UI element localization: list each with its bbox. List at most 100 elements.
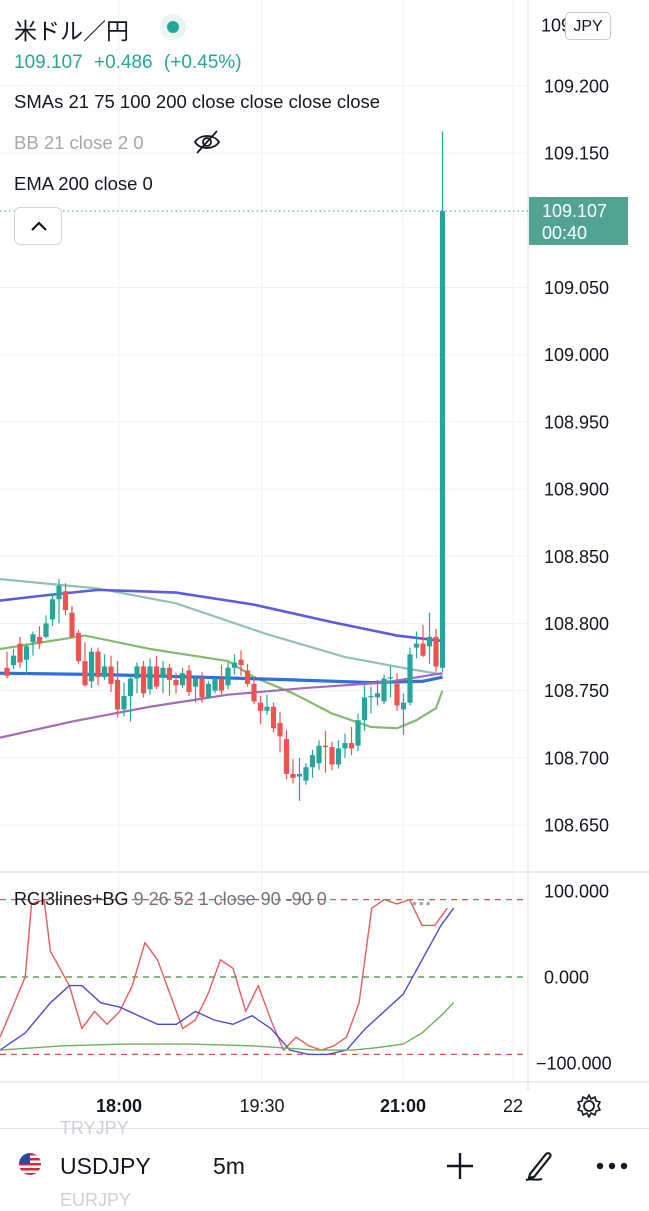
candle-body (121, 696, 127, 710)
candle-body (348, 743, 355, 749)
candle-body (270, 706, 277, 729)
gear-icon[interactable] (575, 1092, 603, 1120)
candle-body (361, 697, 368, 721)
time-tick-label: 22 (503, 1096, 523, 1116)
candle-body (82, 661, 88, 686)
more-icon[interactable] (594, 1158, 630, 1174)
rci-axis[interactable]: 100.000 0.000 −100.000 (536, 882, 612, 1074)
symbol-selector[interactable]: USDJPY (60, 1153, 151, 1179)
candle-body (342, 743, 348, 749)
candle-body (134, 666, 140, 679)
price-tick-label: 108.950 (544, 412, 609, 432)
candle-body (30, 634, 36, 643)
eye-hidden-icon[interactable] (192, 128, 222, 156)
rci-tick-label: 0.000 (544, 968, 589, 988)
market-status-icon[interactable] (160, 14, 186, 40)
symbol-title[interactable]: 米ドル／円 (14, 18, 129, 44)
rci-indicator-legend[interactable]: RCI3lines+BG 9 26 52 1 close 90 -90 0 (14, 889, 327, 910)
candle-body (56, 585, 62, 600)
candle-body (218, 678, 225, 691)
chart-canvas[interactable]: 108.650 108.700 108.750 108.800 108.850 108.9… (0, 0, 649, 1128)
bb-indicator-legend[interactable]: BB 21 close 2 0 (14, 132, 144, 153)
candle-body (439, 210, 446, 668)
candle-body (355, 720, 361, 746)
us-flag-icon (19, 1153, 41, 1175)
candle-body (114, 679, 121, 710)
rci-indicator-params: 9 26 52 1 close 90 -90 0 (133, 889, 327, 909)
more-options-icon[interactable]: ••• (412, 895, 433, 911)
candle-body (166, 667, 173, 680)
candle-body (316, 745, 322, 764)
candle-body (95, 651, 101, 678)
rci-level-lines (0, 898, 528, 1056)
rci-line-rci-9 (0, 898, 448, 1051)
pen-icon[interactable] (522, 1148, 556, 1182)
price-tick-label: 108.650 (544, 816, 609, 836)
currency-badge[interactable]: JPY (565, 12, 611, 40)
candle-body (407, 654, 413, 703)
chevron-up-icon (31, 221, 47, 231)
candle-body (69, 612, 75, 637)
candle-body (160, 667, 166, 678)
time-axis[interactable]: 18:00 19:30 21:00 22 (96, 1096, 523, 1116)
candle-body (309, 755, 316, 768)
price-tick-label: 109.000 (544, 345, 609, 365)
rci-tick-label: −100.000 (536, 1054, 612, 1074)
candle-body (225, 667, 231, 686)
last-price: 109.107 (14, 52, 83, 73)
candlestick-series (4, 131, 446, 801)
price-tick-label: 109.200 (544, 77, 609, 97)
candle-body (374, 693, 381, 698)
price-tick-label: 109.150 (544, 144, 609, 164)
candle-body (36, 636, 43, 644)
candle-body (199, 678, 205, 698)
ma-line-sma-21 (0, 634, 444, 730)
time-tick-label: 19:30 (239, 1096, 284, 1116)
bottom-toolbar (0, 1128, 649, 1201)
candle-body (17, 643, 23, 663)
rci-line-rci-26 (0, 907, 455, 1056)
price-tick-label: 108.750 (544, 681, 609, 701)
candle-body (23, 646, 30, 660)
candle-body (43, 623, 49, 637)
candle-body (420, 643, 426, 656)
symbol-list-item: TRYJPY (60, 1118, 129, 1138)
time-tick-label: 18:00 (96, 1096, 142, 1116)
price-tick-label: 108.700 (544, 748, 609, 768)
interval-selector[interactable]: 5m (213, 1153, 245, 1179)
candle-body (296, 773, 303, 777)
candle-body (186, 670, 192, 692)
time-tick-label: 21:00 (380, 1096, 426, 1116)
candle-body (257, 702, 264, 711)
candle-body (173, 679, 179, 686)
rci-lines (0, 898, 455, 1056)
candle-body (153, 666, 160, 687)
candle-body (62, 591, 69, 611)
candle-body (381, 678, 387, 702)
candle-body (238, 659, 244, 666)
plus-icon[interactable] (444, 1150, 476, 1182)
candle-body (251, 683, 257, 702)
candle-body (413, 643, 420, 648)
price-axis[interactable]: 108.650 108.700 108.750 108.800 108.850 108.9… (541, 16, 609, 836)
price-change: +0.486 (93, 52, 153, 73)
candle-body (335, 748, 342, 765)
sma-indicator-legend[interactable]: SMAs 21 75 100 200 close close close clo… (14, 91, 381, 112)
rci-line-rci-52 (0, 1002, 455, 1051)
candle-body (277, 722, 283, 737)
candle-body (192, 678, 199, 687)
ma-line-sma-100 (0, 588, 443, 643)
collapse-legend-button[interactable] (14, 207, 62, 245)
candle-body (368, 696, 374, 698)
candle-body (101, 666, 108, 678)
rci-tick-label: 100.000 (544, 882, 609, 902)
candle-body (140, 666, 147, 694)
candle-body (127, 678, 134, 697)
bar-countdown: 00:40 (542, 223, 588, 243)
last-price-tag-value: 109.107 (542, 201, 608, 221)
candle-body (10, 655, 17, 666)
candle-body (212, 678, 218, 691)
ema-indicator-legend[interactable]: EMA 200 close 0 (14, 173, 153, 194)
price-tick-label: 108.900 (544, 480, 609, 500)
price-tick-label: 109.050 (544, 278, 609, 298)
